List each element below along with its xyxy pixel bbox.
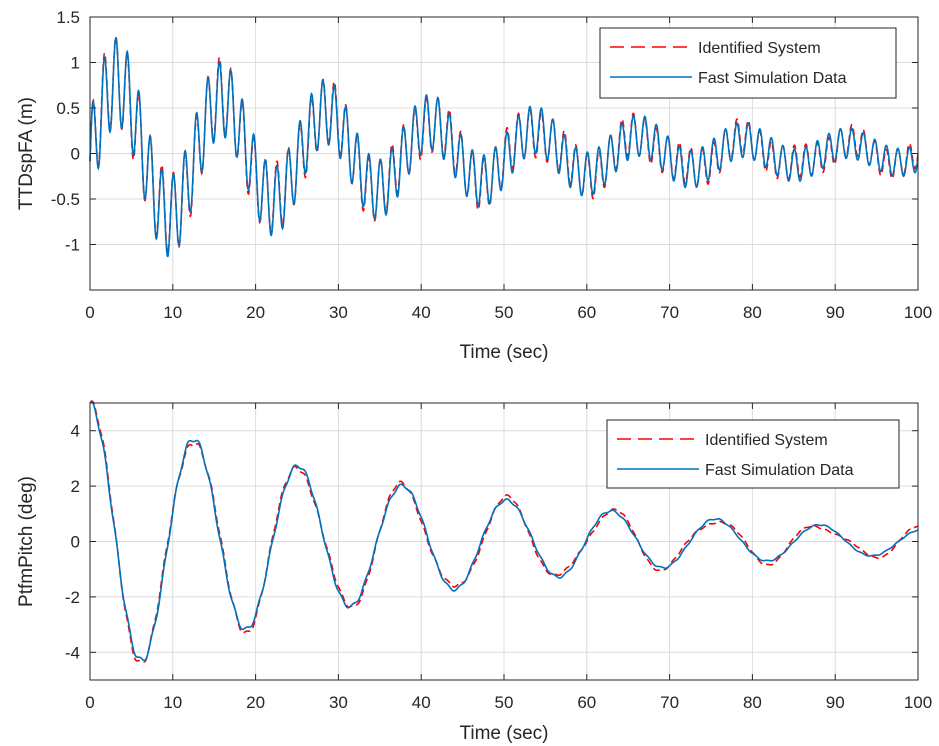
x-tick-label: 90 [826,693,845,712]
series-line-fast-simulation-data [89,400,919,662]
x-tick-label: 0 [85,303,94,322]
legend-box [599,27,897,99]
x-tick-label: 100 [904,303,932,322]
y-tick-label: -2 [65,588,80,607]
top-chart-panel: 0 10 20 30 40 50 60 70 80 90 100 -1 -0.5 0 0.5 1 1.5 Time… [16,8,932,363]
x-tick-label: 10 [163,303,182,322]
x-tick-label: 30 [329,693,348,712]
x-tick-label: 100 [904,693,932,712]
x-tick-label: 10 [163,693,182,712]
x-tick-label: 60 [577,693,596,712]
y-tick-label: 0 [71,533,80,552]
legend-label: Fast Simulation Data [698,70,847,87]
y-tick-label: 0 [71,145,80,164]
x-axis-label: Time (sec) [459,723,548,744]
x-tick-label: 0 [85,693,94,712]
x-tick-label: 20 [246,693,265,712]
legend-label: Identified System [705,432,828,449]
x-tick-label: 70 [660,693,679,712]
x-tick-label: 40 [412,693,431,712]
legend-label: Identified System [698,40,821,57]
x-tick-label: 70 [660,303,679,322]
bottom-chart-panel: 0 10 20 30 40 50 60 70 80 90 100 -4 -2 0 2 4 Time (sec) P… [16,400,932,744]
legend-box [606,419,900,489]
x-tick-label: 50 [495,693,514,712]
legend-label: Fast Simulation Data [705,462,854,479]
y-tick-label: -1 [65,236,80,255]
x-tick-label: 50 [495,303,514,322]
y-tick-label: 0.5 [56,99,80,118]
legend: Identified System Fast Simulation Data [606,419,900,489]
x-tick-label: 80 [743,693,762,712]
y-tick-label: -4 [65,643,80,662]
x-tick-label: 20 [246,303,265,322]
x-tick-label: 80 [743,303,762,322]
series-line-fast-simulation-data [89,37,919,258]
x-tick-label: 30 [329,303,348,322]
y-axis-label: PtfmPitch (deg) [16,476,37,607]
y-tick-label: 1.5 [56,8,80,27]
x-tick-label: 60 [577,303,596,322]
y-tick-label: 2 [71,477,80,496]
x-tick-label: 90 [826,303,845,322]
y-tick-label: 1 [71,54,80,73]
y-tick-label: -0.5 [51,190,80,209]
y-tick-label: 4 [71,422,80,441]
legend: Identified System Fast Simulation Data [599,27,897,99]
x-tick-label: 40 [412,303,431,322]
y-axis-label: TTDspFA (m) [16,97,37,210]
x-axis-label: Time (sec) [459,342,548,363]
